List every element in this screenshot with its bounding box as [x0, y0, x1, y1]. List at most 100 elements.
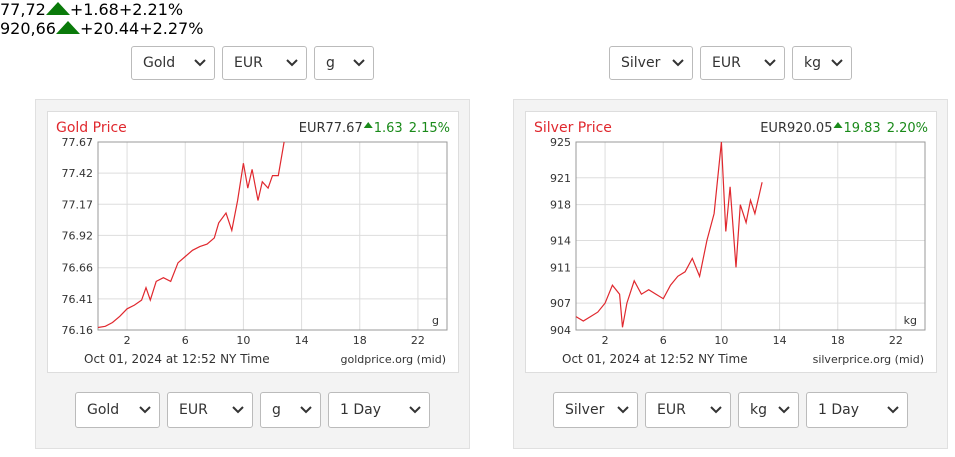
- dropdown[interactable]: EUR: [700, 46, 785, 80]
- dropdown-arrow: [831, 59, 843, 67]
- x-tick-label: 14: [295, 334, 309, 347]
- plot-border: [575, 141, 926, 331]
- change: +1.68: [69, 0, 119, 19]
- arrow-icon: [139, 406, 151, 414]
- arrow-icon: [887, 406, 899, 414]
- summary-change: 1.63: [374, 121, 403, 136]
- y-tick-label: 907: [550, 297, 571, 310]
- top-selects: Gold EUR g: [35, 46, 470, 80]
- price: 77,72: [0, 0, 46, 19]
- dropdown[interactable]: Silver: [553, 392, 638, 428]
- dropdown-value: kg: [804, 55, 821, 71]
- dropdown[interactable]: Gold: [75, 392, 160, 428]
- change-pct: +2.27%: [139, 19, 204, 38]
- y-tick-label: 921: [550, 172, 571, 185]
- up-arrow-shape: [45, 2, 70, 15]
- arrow-icon: [710, 406, 722, 414]
- summary-change: 19.83: [843, 121, 880, 136]
- arrow-icon: [672, 59, 684, 67]
- bottom-selects: Gold EUR g 1 Day: [35, 392, 470, 428]
- dropdown[interactable]: g: [314, 46, 374, 80]
- dropdown-arrow: [617, 406, 629, 414]
- dropdown-arrow: [300, 406, 312, 414]
- dropdown-arrow: [710, 406, 722, 414]
- source: silverprice.org (mid): [813, 353, 924, 366]
- chart: Silver Price 2.20% 19.83 EUR920.05 904 907 911…: [525, 111, 937, 373]
- arrow-icon: [194, 59, 206, 67]
- dropdown-arrow: [232, 406, 244, 414]
- chart-panel: Silver Price 2.20% 19.83 EUR920.05 904 907 911…: [513, 99, 948, 449]
- source: goldprice.org (mid): [341, 353, 447, 366]
- x-tick-label: 2: [602, 334, 609, 347]
- dropdown-arrow: [778, 406, 790, 414]
- y-tick-label: 77.17: [62, 198, 94, 211]
- dropdown-arrow: [409, 406, 421, 414]
- arrow-icon: [831, 59, 843, 67]
- dropdown[interactable]: EUR: [645, 392, 731, 428]
- summary-up-arrow: [833, 122, 843, 128]
- chart-panel: Gold Price 2.15% 1.63 EUR77.67 76.16 76.41 76.…: [35, 99, 470, 449]
- dropdown-value: 1 Day: [818, 402, 860, 418]
- summary-pct: 2.20%: [887, 121, 928, 136]
- plot-border: [97, 141, 448, 331]
- dropdown-arrow: [764, 59, 776, 67]
- chart-title: Gold Price: [56, 120, 127, 136]
- up-arrow: [55, 21, 80, 34]
- dropdown-value: kg: [750, 402, 767, 418]
- y-tick-label: 76.92: [62, 229, 94, 242]
- timestamp: Oct 01, 2024 at 12:52 NY Time: [84, 352, 270, 366]
- dropdown[interactable]: EUR: [222, 46, 307, 80]
- unit-label: g: [432, 314, 439, 327]
- x-tick-label: 22: [889, 334, 903, 347]
- dropdown[interactable]: Gold: [131, 46, 215, 80]
- dropdown-arrow: [194, 59, 206, 67]
- dropdown-arrow: [887, 406, 899, 414]
- price-header: 920,66 +20.44+2.27%: [0, 19, 955, 38]
- dropdown-arrow: [286, 59, 298, 67]
- dropdown[interactable]: Silver: [609, 46, 693, 80]
- chart: Gold Price 2.15% 1.63 EUR77.67 76.16 76.41 76.…: [47, 111, 459, 373]
- dropdown-value: g: [272, 402, 281, 418]
- bottom-selects: Silver EUR kg 1 Day: [513, 392, 948, 428]
- x-tick-label: 22: [411, 334, 425, 347]
- summary-price: EUR920.05: [760, 121, 832, 136]
- x-tick-label: 6: [182, 334, 189, 347]
- y-tick-label: 76.16: [62, 324, 94, 337]
- dropdown-value: EUR: [179, 402, 208, 418]
- x-tick-label: 10: [236, 334, 250, 347]
- y-tick-label: 904: [550, 324, 571, 337]
- dropdown[interactable]: kg: [792, 46, 852, 80]
- x-tick-label: 18: [831, 334, 845, 347]
- up-arrow-shape: [55, 21, 80, 34]
- dropdown[interactable]: 1 Day: [806, 392, 908, 428]
- dropdown[interactable]: g: [260, 392, 321, 428]
- price: 920,66: [0, 19, 56, 38]
- summary-up-arrow: [363, 122, 373, 128]
- timestamp: Oct 01, 2024 at 12:52 NY Time: [562, 352, 748, 366]
- dropdown-value: EUR: [712, 55, 741, 71]
- y-tick-label: 918: [550, 199, 571, 212]
- x-tick-label: 18: [353, 334, 367, 347]
- y-tick-label: 925: [550, 136, 571, 149]
- summary-pct: 2.15%: [409, 121, 450, 136]
- x-tick-label: 2: [124, 334, 131, 347]
- x-tick-label: 14: [773, 334, 787, 347]
- dropdown-arrow: [353, 59, 365, 67]
- dropdown[interactable]: kg: [738, 392, 799, 428]
- price-line: [575, 141, 763, 328]
- arrow-icon: [232, 406, 244, 414]
- dropdown-value: 1 Day: [340, 402, 382, 418]
- change: +20.44: [79, 19, 140, 38]
- arrow-icon: [617, 406, 629, 414]
- dropdown-value: Gold: [143, 55, 176, 71]
- chart-title: Silver Price: [534, 120, 612, 136]
- dropdown[interactable]: 1 Day: [328, 392, 430, 428]
- dropdown-value: Gold: [87, 402, 120, 418]
- dropdown-value: g: [326, 55, 335, 71]
- dropdown-value: EUR: [234, 55, 263, 71]
- y-tick-label: 76.41: [62, 293, 94, 306]
- dropdown[interactable]: EUR: [167, 392, 253, 428]
- dropdown-arrow: [139, 406, 151, 414]
